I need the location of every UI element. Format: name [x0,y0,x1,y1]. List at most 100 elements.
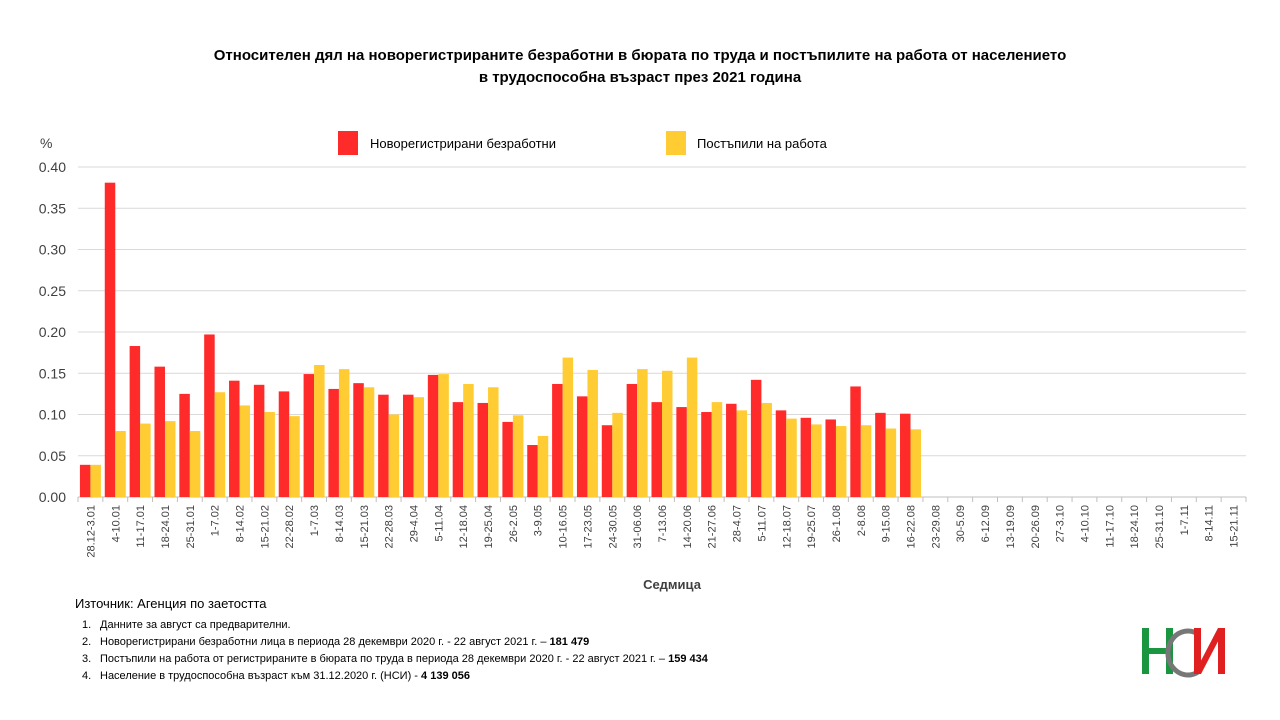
bar-new-unemployed [278,391,290,497]
x-tick-label: 4-10.10 [1079,505,1091,542]
x-tick-label: 8-14.11 [1204,505,1216,542]
x-tick-label: 12-18.04 [458,505,470,548]
bar-started-work [761,402,772,497]
y-tick-label: 0.00 [39,489,66,505]
bar-started-work [711,402,723,497]
bar-new-unemployed [800,417,812,497]
nsi-logo-icon [1142,628,1225,678]
bar-new-unemployed [651,402,662,497]
bar-new-unemployed [900,413,911,497]
bar-new-unemployed [750,379,762,497]
bar-new-unemployed [154,366,165,497]
chart-title-line1: Относителен дял на новорегистрираните бе… [213,47,1067,64]
bar-chart: 0.00 0.05 0.10 0.15 0.20 0.25 0.30 0.35 0.40% 28.… [39,131,1247,592]
footnotes: 1. Данните за август са предварителни. 2.… [82,617,708,685]
x-tick-label: 8-14.03 [334,505,346,542]
bar-new-unemployed [825,419,836,497]
bar-started-work [562,357,574,497]
bar-started-work [239,405,251,497]
bar-started-work [363,387,375,497]
y-tick-label: 0.40 [39,159,66,175]
bar-started-work [140,423,151,497]
bar-new-unemployed [328,388,339,497]
legend-swatch-started-work [666,131,686,155]
x-tick-label: 25-31.10 [1154,505,1166,548]
bar-started-work [612,412,623,497]
y-axis-label: % [40,135,52,151]
x-tick-label: 4-10.01 [110,505,122,542]
bar-new-unemployed [626,383,638,497]
x-tick-label: 12-18.07 [781,505,793,548]
bar-new-unemployed [477,402,489,497]
bar-started-work [686,357,698,497]
y-tick-label: 0.10 [39,407,66,423]
x-tick-label: 22-28.03 [384,505,396,548]
x-tick-label: 11-17.10 [1104,505,1116,548]
bar-new-unemployed [726,403,737,497]
bar-started-work [438,374,449,497]
x-tick-label: 18-24.10 [1129,505,1141,548]
x-tick-label: 28-4.07 [732,505,744,542]
bar-started-work [413,397,424,497]
chart-title: Относителен дял на новорегистрираните бе… [0,45,1280,89]
bar-new-unemployed [576,396,588,497]
bar-started-work [637,369,648,497]
bar-started-work [786,418,797,497]
bar-new-unemployed [253,384,265,497]
bar-started-work [463,383,474,497]
bar-new-unemployed [353,383,364,497]
x-tick-label: 21-27.06 [707,505,719,548]
bar-new-unemployed [303,374,315,497]
bar-new-unemployed [427,374,439,497]
bar-started-work [289,416,300,497]
bar-new-unemployed [552,383,563,497]
x-tick-label: 11-17.01 [135,505,147,548]
x-tick-label: 5-11.07 [756,505,768,542]
bar-new-unemployed [129,346,141,497]
x-tick-label: 23-29.08 [930,505,942,548]
x-tick-label: 14-20.06 [682,505,694,548]
bar-started-work [488,387,499,497]
y-tick-label: 0.30 [39,242,66,258]
bar-new-unemployed [229,380,240,497]
bar-new-unemployed [527,445,538,497]
x-tick-label: 22-28.02 [284,505,296,548]
bar-new-unemployed [701,412,712,497]
bar-started-work [662,370,673,497]
x-tick-label: 1-7.02 [210,505,222,536]
bar-started-work [587,369,598,497]
bar-new-unemployed [378,394,389,497]
bar-started-work [537,435,549,497]
bar-new-unemployed [452,402,464,497]
bar-new-unemployed [204,334,215,497]
bar-started-work [115,431,126,497]
x-tick-label: 6-12.09 [980,505,992,542]
bar-started-work [214,392,226,497]
bar-new-unemployed [402,394,414,497]
legend-label-new-unemployed: Новорегистрирани безработни [370,136,556,151]
bar-new-unemployed [79,464,91,497]
legend-swatch-new-unemployed [338,131,358,155]
bar-started-work [736,410,748,497]
x-tick-label: 1-7.11 [1179,505,1191,535]
bar-new-unemployed [104,182,116,498]
y-tick-label: 0.20 [39,324,66,340]
legend-label-started-work: Постъпили на работа [697,136,828,151]
x-tick-label: 24-30.05 [607,505,619,548]
x-tick-label: 15-21.02 [259,505,271,548]
x-tick-label: 26-1.08 [831,505,843,542]
bar-started-work [164,421,176,497]
x-tick-label: 25-31.01 [185,505,197,548]
y-tick-label: 0.35 [39,200,66,216]
x-tick-label: 16-22.08 [906,505,918,548]
x-tick-label: 15-21.11 [1229,505,1241,548]
footnote: 1. Данните за август са предварителни. [82,619,291,631]
footnote: 4. Население в трудоспособна възраст към … [82,670,470,682]
bar-started-work [811,424,822,497]
x-tick-label: 8-14.02 [235,505,247,542]
x-tick-label: 19-25.04 [483,505,495,548]
bar-started-work [885,428,897,497]
bar-started-work [189,431,201,497]
x-tick-label: 2-8.08 [856,505,868,536]
y-tick-label: 0.25 [39,283,66,299]
